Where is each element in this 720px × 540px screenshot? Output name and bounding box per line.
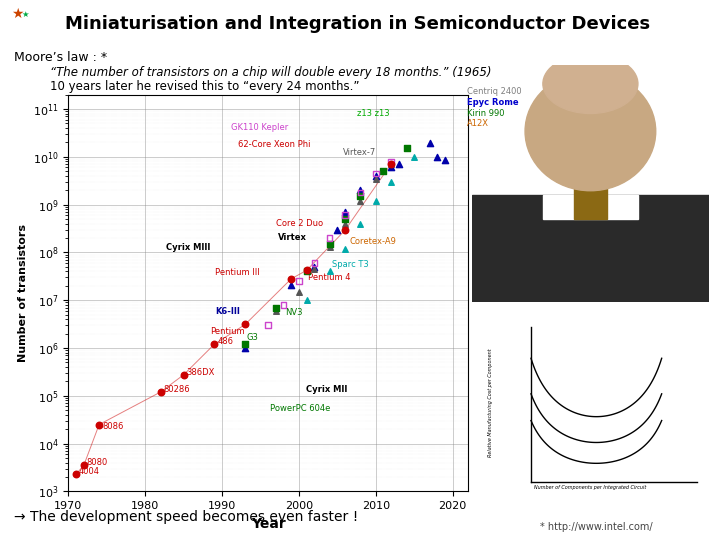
Point bbox=[309, 259, 320, 267]
Text: ★: ★ bbox=[22, 10, 29, 19]
Text: 4004: 4004 bbox=[79, 467, 100, 476]
Point bbox=[355, 197, 366, 205]
Text: “The number of transistors on a chip will double every 18 months.” (1965): “The number of transistors on a chip wil… bbox=[50, 66, 492, 79]
Text: * http://www.intel.com/: * http://www.intel.com/ bbox=[540, 522, 652, 532]
Point bbox=[339, 211, 351, 219]
Text: Centriq 2400: Centriq 2400 bbox=[467, 87, 521, 97]
Point bbox=[355, 188, 366, 197]
Point bbox=[332, 225, 343, 234]
Point bbox=[270, 306, 282, 315]
Text: 8080: 8080 bbox=[86, 458, 108, 468]
Point bbox=[355, 192, 366, 200]
Text: 8086: 8086 bbox=[102, 422, 123, 431]
Point bbox=[401, 144, 413, 153]
Text: PowerPC 604e: PowerPC 604e bbox=[269, 403, 330, 413]
Point bbox=[370, 197, 382, 205]
Point bbox=[339, 207, 351, 216]
Point bbox=[309, 262, 320, 271]
Point bbox=[286, 280, 297, 289]
Point bbox=[370, 174, 382, 183]
Point bbox=[293, 287, 305, 296]
Point bbox=[239, 320, 251, 329]
Text: 386DX: 386DX bbox=[186, 368, 215, 377]
Text: 10 years later he revised this to “every 24 months.”: 10 years later he revised this to “every… bbox=[50, 80, 360, 93]
Point bbox=[270, 303, 282, 312]
Point bbox=[439, 156, 451, 164]
Point bbox=[393, 160, 405, 168]
Point bbox=[324, 267, 336, 276]
Point bbox=[370, 169, 382, 178]
Point bbox=[355, 219, 366, 228]
Bar bbox=[574, 148, 607, 219]
Point bbox=[209, 340, 220, 348]
Point bbox=[370, 171, 382, 180]
Point bbox=[178, 370, 189, 379]
Text: K6-III: K6-III bbox=[215, 307, 240, 315]
Point bbox=[301, 296, 312, 305]
Point bbox=[355, 186, 366, 194]
Point bbox=[239, 340, 251, 348]
Point bbox=[378, 167, 390, 176]
Point bbox=[155, 388, 166, 396]
Point bbox=[385, 157, 397, 166]
Point bbox=[339, 214, 351, 223]
Point bbox=[301, 266, 312, 275]
Text: Epyc Rome: Epyc Rome bbox=[467, 98, 518, 107]
Bar bbox=[472, 195, 709, 302]
Text: 80286: 80286 bbox=[163, 385, 190, 394]
Point bbox=[278, 300, 289, 309]
Point bbox=[239, 343, 251, 352]
Text: z13 z13: z13 z13 bbox=[357, 109, 390, 118]
Text: Pentium 4: Pentium 4 bbox=[308, 273, 351, 282]
Point bbox=[324, 242, 336, 251]
Point bbox=[286, 274, 297, 283]
Text: 486: 486 bbox=[217, 337, 233, 346]
Bar bbox=[543, 195, 638, 219]
Ellipse shape bbox=[543, 54, 638, 113]
Point bbox=[385, 159, 397, 168]
Text: Number of Components per Integrated Circuit: Number of Components per Integrated Circ… bbox=[534, 484, 647, 490]
Text: Pentium: Pentium bbox=[210, 327, 245, 336]
Point bbox=[424, 139, 436, 147]
Point bbox=[309, 265, 320, 273]
Ellipse shape bbox=[525, 72, 656, 191]
Text: Cyrix MIII: Cyrix MIII bbox=[166, 243, 211, 252]
Point bbox=[293, 277, 305, 286]
Text: Pentium III: Pentium III bbox=[215, 268, 260, 276]
Text: Kirin 990: Kirin 990 bbox=[467, 109, 504, 118]
Y-axis label: Number of transistors: Number of transistors bbox=[17, 224, 27, 362]
Text: Core 2 Duo: Core 2 Duo bbox=[276, 219, 323, 228]
Point bbox=[408, 152, 420, 161]
Text: → The development speed becomes even faster !: → The development speed becomes even fas… bbox=[14, 510, 359, 524]
Text: Relative Manufacturing Cost per Component: Relative Manufacturing Cost per Componen… bbox=[488, 348, 493, 457]
Point bbox=[339, 244, 351, 253]
Point bbox=[339, 219, 351, 228]
Text: Virtex-7: Virtex-7 bbox=[343, 148, 376, 157]
Text: Coretex-A9: Coretex-A9 bbox=[349, 238, 396, 246]
Point bbox=[71, 470, 82, 478]
Point bbox=[324, 234, 336, 242]
X-axis label: Year: Year bbox=[251, 517, 286, 531]
Text: ★: ★ bbox=[11, 6, 23, 21]
Text: Sparc T3: Sparc T3 bbox=[333, 260, 369, 269]
Text: G3: G3 bbox=[246, 333, 258, 342]
Text: Virtex: Virtex bbox=[278, 233, 307, 242]
Point bbox=[78, 461, 89, 470]
Point bbox=[324, 240, 336, 248]
Point bbox=[301, 267, 312, 276]
Text: Moore’s law : *: Moore’s law : * bbox=[14, 51, 107, 64]
Point bbox=[385, 163, 397, 172]
Point bbox=[339, 226, 351, 234]
Point bbox=[431, 152, 443, 161]
Text: 62-Core Xeon Phi: 62-Core Xeon Phi bbox=[238, 140, 311, 149]
Point bbox=[385, 160, 397, 168]
Point bbox=[94, 420, 105, 429]
Text: NV3: NV3 bbox=[285, 307, 302, 316]
Text: GK110 Kepler: GK110 Kepler bbox=[231, 123, 289, 132]
Text: A12X: A12X bbox=[467, 119, 489, 128]
Text: Miniaturisation and Integration in Semiconductor Devices: Miniaturisation and Integration in Semic… bbox=[65, 15, 650, 33]
Text: Cyrix MII: Cyrix MII bbox=[306, 385, 347, 394]
Point bbox=[263, 321, 274, 329]
Point bbox=[385, 177, 397, 186]
